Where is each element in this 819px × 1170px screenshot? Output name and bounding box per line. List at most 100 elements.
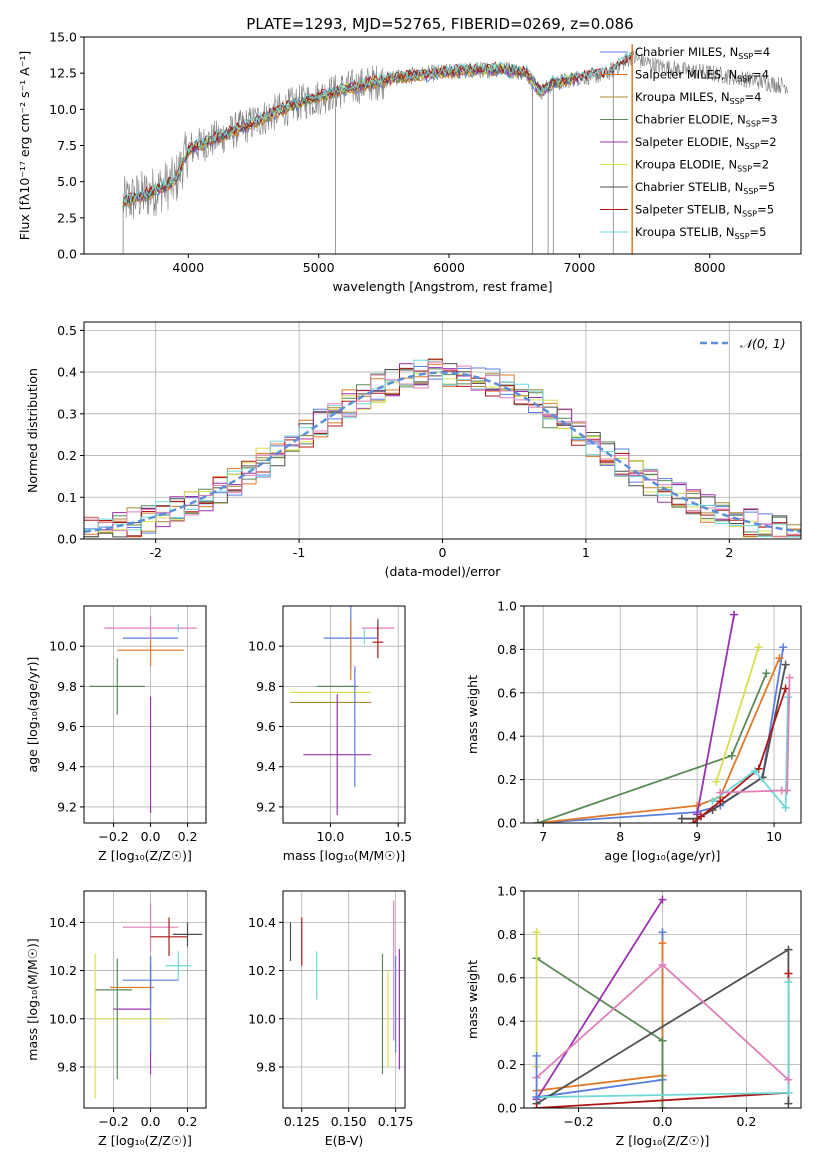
weight-marker: [784, 1075, 793, 1084]
tick-label-y: 0.2: [57, 448, 77, 463]
weight-marker: [708, 797, 717, 806]
weight-marker: [783, 786, 792, 795]
legend-entry: Chabrier MILES, NSSP=4: [635, 45, 770, 61]
tick-label-x: -2: [149, 545, 161, 560]
tick-label-x: 7000: [563, 260, 595, 275]
axis-label-x: Z [log₁₀(Z/Z☉)]: [98, 848, 192, 863]
tick-label-x: −0.2: [563, 1114, 593, 1129]
weight-marker: [533, 819, 542, 823]
weight-marker: [785, 673, 794, 682]
tick-label-y: 10.0: [248, 639, 276, 654]
weight-marker: [784, 1088, 793, 1097]
tick-label-y: 0.2: [497, 1057, 517, 1072]
axis-label-x: (data-model)/error: [385, 564, 502, 579]
normal-curve: [84, 371, 801, 533]
tick-label-y: 0.2: [497, 772, 517, 787]
tick-label-x: 10: [766, 829, 782, 844]
weight-marker: [658, 960, 667, 969]
tick-label-y: 9.4: [57, 759, 77, 774]
weight-marker: [532, 928, 541, 937]
spectrum-model-line: [122, 51, 632, 204]
tick-label-y: 10.2: [49, 963, 77, 978]
plot-area: [532, 895, 793, 1108]
tick-label-y: 9.8: [57, 1060, 77, 1075]
plot-area: [533, 610, 794, 823]
tick-label-y: 10.4: [49, 915, 77, 930]
tick-label-y: 9.8: [57, 679, 77, 694]
panel-age_vs_mass: 10.0 10.5 9.2 9.4 9.6 9.8 10.0 mass [log₁₀(M/M☉…: [248, 605, 412, 863]
panel-residuals: -2 -1 0 1 2 0.0 0.1 0.2 0.3 0.4 0.5 (data-model)/er…: [25, 321, 802, 579]
axis-label-x: Z [log₁₀(Z/Z☉)]: [616, 1133, 710, 1148]
tick-label-y: 10.0: [49, 639, 77, 654]
axes-frame: [83, 890, 207, 1109]
tick-label-x: 1: [582, 545, 590, 560]
weight-marker: [775, 654, 784, 663]
panel-age_vs_Z: −0.2 0.0 0.2 9.2 9.4 9.6 9.8 10.0 Z [log₁₀(Z/Z☉)…: [25, 605, 207, 863]
axis-label-x: wavelength [Angstrom, rest frame]: [332, 279, 552, 294]
tick-label-y: 15.0: [49, 30, 77, 45]
legend-entry: 𝒩(0, 1): [740, 336, 786, 351]
weight-marker: [750, 766, 759, 775]
legend-entry: Chabrier STELIB, NSSP=5: [635, 180, 775, 196]
tick-label-y: 0.8: [497, 642, 517, 657]
weight-marker: [781, 660, 790, 669]
plot-area: [289, 900, 400, 1075]
tick-label-x: 7: [539, 829, 547, 844]
weight-marker: [532, 1093, 541, 1102]
panel-spectrum: 4000 5000 6000 7000 8000 0.0 2.5 5.0 7.5 10.0 12.5…: [17, 30, 802, 294]
weight-marker: [783, 693, 792, 702]
plot-area: [289, 606, 395, 815]
tick-label-y: 10.0: [49, 102, 77, 117]
tick-label-y: 0.6: [497, 685, 517, 700]
tick-label-x: 5000: [303, 260, 335, 275]
spectrum-model-line: [122, 51, 632, 204]
tick-label-y: 9.6: [57, 719, 77, 734]
weight-line: [535, 899, 664, 1100]
tick-label-y: 9.2: [57, 799, 77, 814]
legend-entry: Salpeter MILES, NSSP=4: [635, 68, 769, 84]
tick-label-x: 4000: [172, 260, 204, 275]
tick-label-x: 0.2: [178, 829, 198, 844]
axis-label-y: age [log₁₀(age/yr)]: [25, 657, 40, 773]
weight-marker: [754, 643, 763, 652]
tick-label-y: 0.8: [497, 927, 517, 942]
tick-label-y: 0.0: [57, 532, 77, 547]
tick-label-x: 0.0: [141, 829, 161, 844]
tick-label-x: 0: [439, 545, 447, 560]
tick-label-y: 0.4: [57, 365, 77, 380]
weight-marker: [784, 978, 793, 987]
panel-mass_vs_ebv: 0.125 0.150 0.175 9.8 10.0 10.2 10.4 E(B-V): [248, 890, 414, 1148]
tick-label-y: 9.6: [256, 719, 276, 734]
tick-label-x: 8000: [694, 260, 726, 275]
tick-label-x: −0.2: [98, 829, 128, 844]
tick-label-y: 0.0: [497, 1101, 517, 1116]
axis-label-y: mass weight: [465, 960, 480, 1039]
weight-marker: [658, 1036, 667, 1045]
weight-line: [696, 614, 735, 815]
weight-marker: [727, 751, 736, 760]
weight-marker: [658, 1104, 667, 1108]
plot-area: [122, 44, 789, 254]
legend-entry: Chabrier ELODIE, NSSP=3: [635, 113, 778, 129]
tick-label-y: 2.5: [57, 210, 77, 225]
tick-label-y: 9.4: [256, 759, 276, 774]
weight-line: [537, 657, 781, 823]
plot-area: [84, 358, 801, 538]
tick-label-x: −0.2: [98, 1114, 128, 1129]
weight-marker: [677, 814, 686, 823]
legend-entry: Salpeter STELIB, NSSP=5: [635, 203, 774, 219]
tick-label-x: 10.0: [317, 829, 345, 844]
tick-label-x: 10.5: [384, 829, 412, 844]
weight-marker: [784, 945, 793, 954]
tick-label-y: 0.5: [57, 323, 77, 338]
tick-label-y: 5.0: [57, 174, 77, 189]
axis-label-y: Flux [fλ10⁻¹⁷ erg cm⁻² s⁻¹ A⁻¹]: [17, 51, 32, 240]
weight-marker: [693, 801, 702, 810]
tick-label-y: 10.2: [248, 963, 276, 978]
tick-label-y: 10.0: [49, 1011, 77, 1026]
panel-weight_vs_Z: −0.2 0.0 0.2 0.0 0.2 0.4 0.6 0.8 1.0 Z [log₁₀(Z/Z…: [465, 884, 802, 1148]
axis-label-y: mass [log₁₀(M/M☉)]: [25, 938, 40, 1060]
panel-weight_vs_age: 7 8 9 10 0.0 0.2 0.4 0.6 0.8 1.0 age [log₁₀(age/yr…: [465, 599, 802, 863]
tick-label-x: 0.125: [284, 1114, 320, 1129]
